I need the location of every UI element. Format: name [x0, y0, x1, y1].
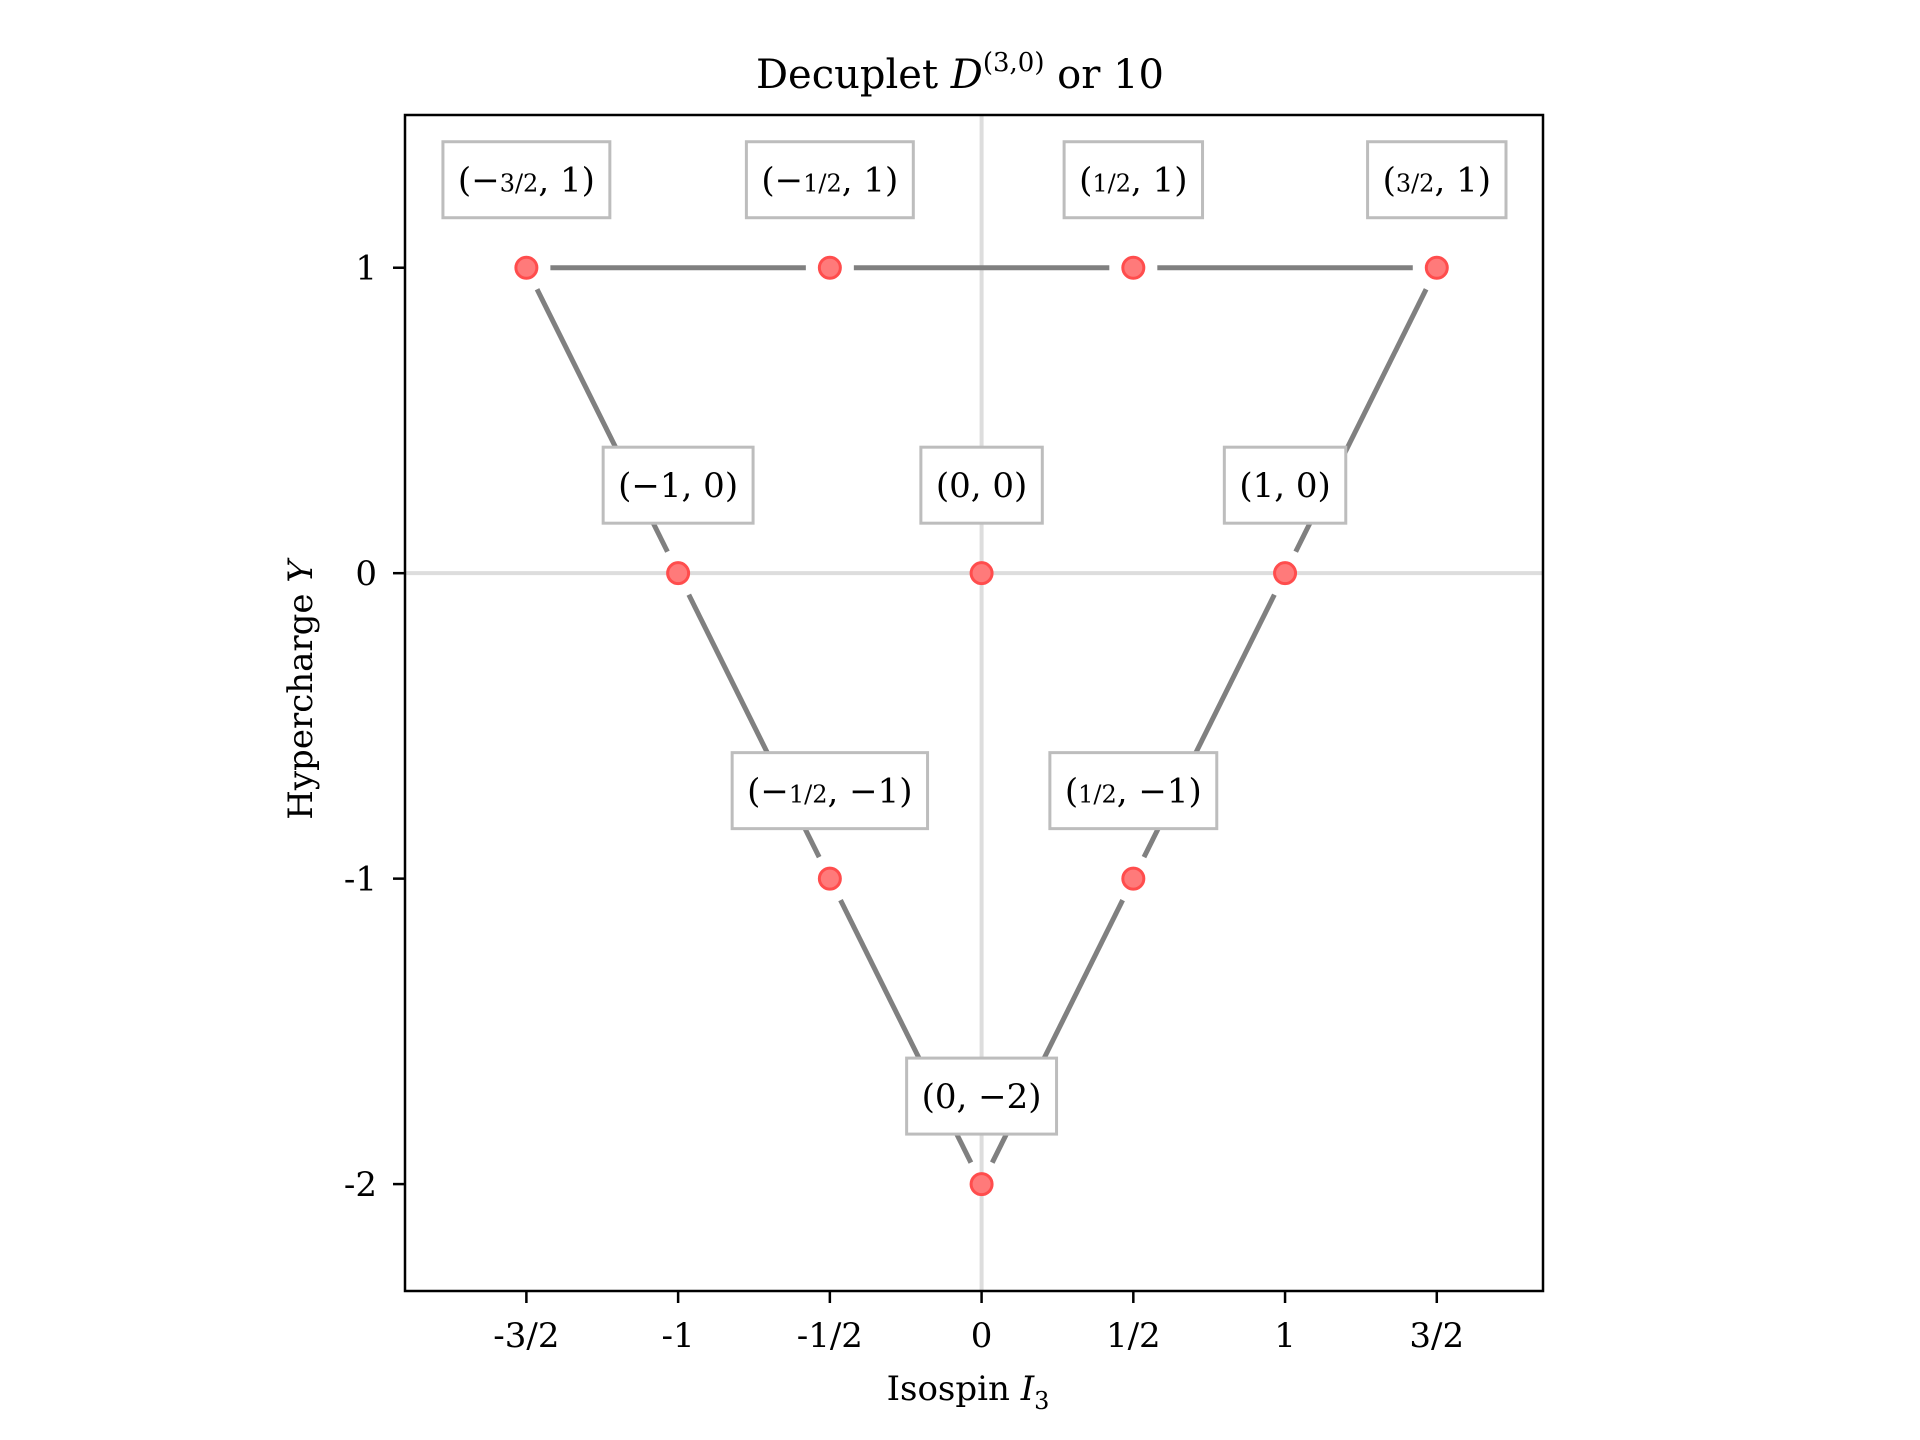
label-box — [441, 140, 612, 220]
label-box — [1222, 445, 1348, 525]
point-label: (−1, 0) — [618, 466, 738, 506]
y-tick-label: -1 — [344, 860, 377, 900]
x-tick-label: -1/2 — [797, 1316, 863, 1356]
label-box — [1048, 751, 1219, 831]
label-box — [919, 445, 1044, 525]
label-box — [1062, 140, 1205, 220]
weight-point — [969, 561, 994, 586]
x-tick-label: 1 — [1274, 1316, 1296, 1356]
point-label-box: (1/2, −1) — [1048, 751, 1219, 831]
x-axis-ticks: -3/2 -1 -1/2 0 1/2 1 3/2 — [493, 1291, 1464, 1356]
x-tick-label: -1 — [662, 1316, 695, 1356]
plot-frame — [403, 113, 1545, 1293]
weight-point — [817, 866, 842, 891]
x-tick-label: 1/2 — [1106, 1316, 1161, 1356]
weight-point — [514, 255, 539, 280]
point-label-box: (−1/2, 1) — [744, 140, 915, 220]
chart-title: Decuplet D(3,0) or 10 — [756, 48, 1164, 98]
point-label: (1, 0) — [1239, 466, 1330, 506]
point-label-box: (3/2, 1) — [1366, 140, 1508, 220]
label-box — [905, 1056, 1059, 1136]
y-tick-label: 1 — [355, 249, 377, 289]
point-label-box: (0, −2) — [905, 1056, 1059, 1136]
point-label: (−1/2, −1) — [747, 772, 912, 812]
point-label-box: (−3/2, 1) — [441, 140, 612, 220]
y-axis-label: Hypercharge Y — [281, 557, 321, 820]
point-label: (−1/2, 1) — [761, 161, 898, 201]
y-axis-ticks: 1 0 -1 -2 — [344, 249, 405, 1205]
y-tick-label: 0 — [355, 554, 377, 594]
point-label: (−3/2, 1) — [458, 161, 595, 201]
point-label-box: (1/2, 1) — [1062, 140, 1205, 220]
point-label-box: (−1, 0) — [601, 445, 755, 525]
weight-point — [666, 561, 691, 586]
point-label: (1/2, −1) — [1065, 772, 1202, 812]
label-box — [1366, 140, 1508, 220]
x-axis-label: Isospin I3 — [887, 1369, 1050, 1415]
x-tick-label: -3/2 — [493, 1316, 559, 1356]
weight-point — [969, 1172, 994, 1197]
weight-point — [1121, 866, 1146, 891]
y-tick-label: -2 — [344, 1165, 377, 1205]
weight-point — [817, 255, 842, 280]
point-label: (3/2, 1) — [1383, 161, 1491, 201]
x-tick-label: 3/2 — [1409, 1316, 1464, 1356]
label-box — [730, 751, 930, 831]
weight-point — [1424, 255, 1449, 280]
label-box — [744, 140, 915, 220]
point-label: (0, 0) — [936, 466, 1027, 506]
point-labels: (−3/2, 1) (−1/2, 1) (1/2, 1) (3/2, 1) (−1, 0… — [441, 140, 1508, 1136]
x-tick-label: 0 — [971, 1316, 993, 1356]
point-label: (0, −2) — [922, 1077, 1042, 1117]
point-label: (1/2, 1) — [1079, 161, 1187, 201]
label-box — [601, 445, 755, 525]
point-label-box: (1, 0) — [1222, 445, 1348, 525]
weight-point — [1121, 255, 1146, 280]
weight-point — [1273, 561, 1298, 586]
point-label-box: (0, 0) — [919, 445, 1044, 525]
point-label-box: (−1/2, −1) — [730, 751, 930, 831]
weight-points — [514, 255, 1449, 1197]
